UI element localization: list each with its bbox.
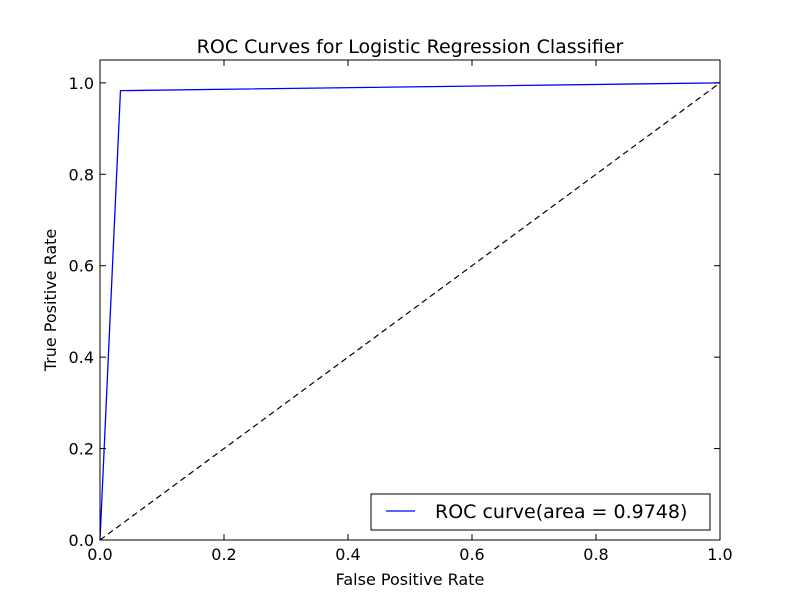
plot-frame (100, 60, 720, 540)
x-axis-ticks: 0.0 0.2 0.4 0.6 0.8 1.0 (87, 60, 733, 564)
y-axis-ticks: 0.0 0.2 0.4 0.6 0.8 1.0 (69, 74, 720, 550)
x-tick-label: 0.4 (335, 545, 360, 564)
x-axis-label: False Positive Rate (336, 570, 485, 589)
plot-border (99, 59, 721, 541)
legend: ROC curve(area = 0.9748) (370, 493, 711, 531)
x-tick-label: 0.8 (583, 545, 608, 564)
chart-title: ROC Curves for Logistic Regression Class… (197, 36, 624, 58)
y-tick-label: 0.4 (69, 348, 94, 367)
y-tick-label: 0.6 (69, 257, 94, 276)
y-tick-label: 0.2 (69, 440, 94, 459)
chance-diagonal-line (99, 82, 721, 541)
x-tick-label: 0.6 (459, 545, 484, 564)
y-tick-label: 1.0 (69, 74, 94, 93)
legend-entry-roc-curve: ROC curve(area = 0.9748) (435, 501, 687, 523)
plot-area (99, 59, 721, 541)
roc-curve-line (99, 82, 721, 541)
x-tick-label: 0.2 (211, 545, 236, 564)
y-tick-label: 0.8 (69, 165, 94, 184)
y-tick-label: 0.0 (69, 531, 94, 550)
legend-box (370, 493, 711, 531)
x-tick-label: 0.0 (87, 545, 112, 564)
x-tick-label: 1.0 (707, 545, 732, 564)
y-axis-label: True Positive Rate (41, 229, 60, 373)
series-layer (99, 82, 721, 541)
